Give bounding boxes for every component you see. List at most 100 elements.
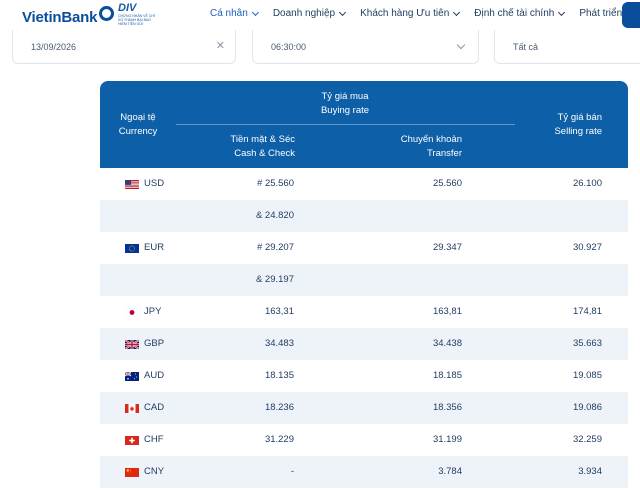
sell-cell: 19.086 (572, 402, 602, 413)
currency-code: JPY (144, 306, 162, 317)
badge-subtitle: CHỨNG NHẬN VỀ CHỈ SỐ THANH BẠI BAO HIỂM … (118, 14, 155, 26)
branch-value: Tất cả (513, 42, 539, 52)
header-sell-en: Selling rate (554, 126, 602, 137)
ca-flag-icon (125, 403, 139, 413)
header-buying-rate: Tỷ giá mua Buying rate (275, 90, 415, 118)
header-cash-vi: Tiền mặt & Séc (230, 134, 295, 145)
cash-cell: 31.229 (264, 434, 294, 445)
cash-cell: 18.236 (264, 402, 294, 413)
chevron-down-icon (456, 40, 466, 50)
transfer-cell: 29.347 (432, 242, 462, 253)
vietinbank-logo[interactable]: VietinBank (22, 5, 115, 29)
clear-icon[interactable]: ✕ (215, 40, 225, 52)
table-row: JPY 163,31 163,81 174,81 (100, 296, 628, 328)
cash-cell: 163,31 (264, 306, 294, 317)
chevron-down-icon (453, 8, 461, 16)
currency-cell: EUR (125, 242, 164, 254)
transfer-cell: 18.356 (432, 402, 462, 413)
table-row: CAD 18.236 18.356 19.086 (100, 392, 628, 424)
div-certification-badge: DIV CHỨNG NHẬN VỀ CHỈ SỐ THANH BẠI BAO H… (118, 3, 158, 27)
currency-code: CAD (144, 402, 165, 413)
badge-title: DIV (118, 2, 137, 14)
header-buy-en: Buying rate (320, 105, 370, 116)
nav-label: Phát triển bền vững (579, 8, 640, 19)
cash-cell: # 29.207 (257, 242, 294, 253)
table-row: CHF 31.229 31.199 32.259 (100, 424, 628, 456)
sell-cell: 32.259 (572, 434, 602, 445)
currency-code: CNY (144, 466, 165, 477)
header-transfer-vi: Chuyển khoản (400, 134, 462, 145)
transfer-cell: 3.784 (438, 466, 462, 477)
currency-code: USD (144, 178, 165, 189)
table-header: Ngoại tệ Currency Tỷ giá mua Buying rate… (100, 81, 628, 168)
us-flag-icon (125, 179, 139, 189)
cash-cell: & 24.820 (255, 210, 294, 221)
sell-cell: 19.085 (572, 370, 602, 381)
time-select[interactable]: 06:30:00 (252, 30, 479, 64)
table-row: USD # 25.560 25.560 26.100 (100, 168, 628, 200)
chevron-down-icon (558, 8, 566, 16)
ch-flag-icon (125, 435, 139, 445)
nav-dinh-che-tai-chinh[interactable]: Định chế tài chính (474, 8, 566, 19)
currency-cell: USD (125, 178, 164, 190)
header-divider (176, 124, 515, 125)
nav-label: Cá nhân (210, 8, 248, 19)
menu-button[interactable] (622, 2, 640, 28)
header-currency-en: Currency (118, 126, 158, 137)
transfer-cell: 34.438 (432, 338, 462, 349)
header-cash-en: Cash & Check (234, 148, 295, 159)
table-row: & 29.197 (100, 264, 628, 296)
gb-flag-icon (125, 339, 139, 349)
currency-cell: CHF (125, 434, 164, 446)
au-flag-icon (125, 371, 139, 381)
cash-cell: 18.135 (264, 370, 294, 381)
nav-doanh-nghiep[interactable]: Doanh nghiệp (272, 8, 347, 19)
time-value: 06:30:00 (271, 42, 307, 52)
currency-cell: GBP (125, 338, 164, 350)
currency-cell: CAD (125, 402, 164, 414)
sell-cell: 35.663 (572, 338, 602, 349)
header-sell-vi: Tỷ giá bán (557, 112, 602, 123)
table-row: EUR # 29.207 29.347 30.927 (100, 232, 628, 264)
currency-cell: JPY (125, 306, 161, 318)
cash-cell: # 25.560 (257, 178, 294, 189)
table-row: & 24.820 (100, 200, 628, 232)
currency-code: GBP (144, 338, 165, 349)
main-nav: Cá nhân Doanh nghiệp Khách hàng Ưu tiên … (210, 8, 640, 19)
header-currency: Ngoại tệ Currency (100, 111, 176, 139)
header-selling-rate: Tỷ giá bán Selling rate (520, 111, 602, 139)
header-cash-check: Tiền mặt & Séc Cash & Check (200, 133, 295, 161)
transfer-cell: 25.560 (432, 178, 462, 189)
logo-mark-icon (99, 5, 115, 21)
table-row: AUD 18.135 18.185 19.085 (100, 360, 628, 392)
nav-ca-nhan[interactable]: Cá nhân (210, 8, 259, 19)
chevron-down-icon (251, 8, 259, 16)
sell-cell: 3.934 (578, 466, 602, 477)
currency-code: CHF (144, 434, 164, 445)
sell-cell: 30.927 (572, 242, 602, 253)
transfer-cell: 31.199 (432, 434, 462, 445)
cash-cell: - (290, 466, 294, 477)
date-value: 13/09/2026 (31, 42, 77, 52)
currency-cell: AUD (125, 370, 164, 382)
eu-flag-icon (125, 243, 139, 253)
branch-select[interactable]: Tất cả (494, 30, 640, 64)
nav-phat-trien-ben-vung[interactable]: Phát triển bền vững (579, 8, 640, 19)
cn-flag-icon (125, 467, 139, 477)
header-transfer-en: Transfer (426, 148, 462, 159)
date-field[interactable]: 13/09/2026 ✕ (12, 30, 236, 64)
header-transfer: Chuyển khoản Transfer (360, 133, 462, 161)
sell-cell: 174,81 (572, 306, 602, 317)
nav-label: Doanh nghiệp (272, 8, 336, 19)
nav-khach-hang-uu-tien[interactable]: Khách hàng Ưu tiên (360, 8, 461, 19)
sell-cell: 26.100 (572, 178, 602, 189)
header-buy-vi: Tỷ giá mua (321, 91, 369, 102)
table-row: GBP 34.483 34.438 35.663 (100, 328, 628, 360)
chevron-down-icon (339, 8, 347, 16)
transfer-cell: 163,81 (432, 306, 462, 317)
currency-code: AUD (144, 370, 165, 381)
currency-code: EUR (144, 242, 165, 253)
table-row: CNY - 3.784 3.934 (100, 456, 628, 488)
cash-cell: & 29.197 (255, 274, 294, 285)
nav-label: Khách hàng Ưu tiên (360, 8, 450, 19)
